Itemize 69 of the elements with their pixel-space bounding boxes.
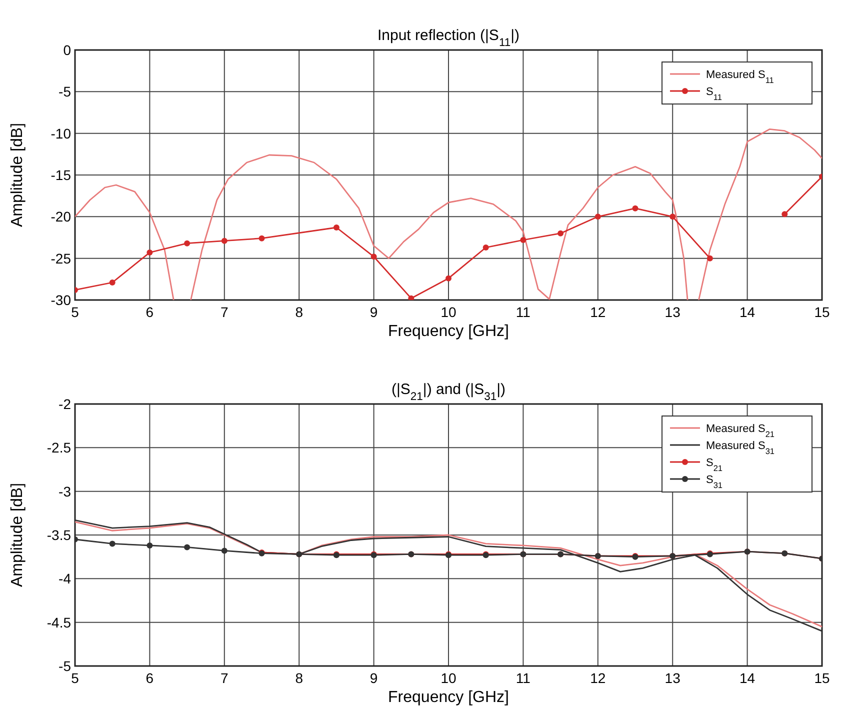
y-tick-label: -20 (50, 208, 72, 225)
point (184, 240, 190, 246)
x-tick-label: 14 (740, 304, 756, 320)
point (594, 214, 601, 220)
y-tick-label: -4.5 (46, 614, 72, 630)
point (482, 244, 489, 250)
point (706, 255, 713, 262)
y-tick-label: -15 (50, 167, 72, 183)
x-tick-label: 15 (814, 304, 830, 320)
x-tick-label: 5 (71, 670, 80, 686)
x-tick-label: 14 (740, 670, 756, 686)
point (370, 254, 377, 260)
point (221, 548, 228, 554)
y-axis-title: Amplitude [dB] (9, 482, 26, 588)
x-tick-label: 10 (440, 304, 456, 320)
point (184, 544, 190, 550)
point (109, 540, 116, 547)
x-tick-label: 12 (590, 304, 606, 320)
y-tick-label: -2 (58, 396, 72, 412)
y-tick-label: 0 (63, 42, 72, 58)
point (146, 250, 153, 256)
y-tick-label: -2.5 (46, 440, 72, 456)
point (333, 224, 340, 230)
y-tick-label: -5 (58, 658, 72, 674)
y-tick-label: -3 (58, 483, 72, 500)
x-tick-label: 7 (220, 670, 228, 686)
x-tick-label: 8 (295, 304, 304, 320)
x-tick-label: 6 (146, 304, 154, 320)
x-tick-label: 11 (516, 304, 531, 320)
y-tick-label: -10 (50, 125, 72, 142)
point (558, 230, 564, 236)
point (221, 238, 228, 244)
point (446, 275, 452, 282)
point (670, 214, 676, 220)
y-tick-label: -30 (50, 292, 72, 308)
chart-title: (|S$_{21}$|) and (|S$_{31}$|) (392, 381, 506, 403)
legend-label: S$_{11}$ (706, 86, 722, 102)
x-tick-label: 5 (71, 304, 80, 320)
x-tick-label: 11 (516, 670, 531, 686)
x-tick-label: 15 (814, 670, 830, 686)
x-tick-label: 9 (370, 304, 378, 320)
point (146, 542, 153, 548)
x-tick-label: 7 (220, 304, 228, 320)
x-axis-title: Frequency [GHz] (388, 323, 509, 340)
y-tick-label: -5 (58, 84, 72, 100)
legend-label: S$_{21}$ (706, 457, 723, 472)
point (520, 237, 526, 243)
y-axis-title: Amplitude [dB] (9, 122, 26, 228)
x-tick-label: 13 (664, 304, 681, 320)
point (258, 235, 265, 242)
x-axis-title: Frequency [GHz] (388, 689, 509, 706)
x-tick-label: 10 (440, 670, 456, 686)
legend-label: Measured S$_{31}$ (706, 440, 775, 456)
point (109, 280, 116, 286)
x-tick-label: 8 (295, 670, 304, 686)
y-tick-label: -4 (58, 570, 72, 587)
x-tick-label: 12 (590, 670, 606, 686)
legend-label: Measured S$_{11}$ (706, 69, 774, 84)
point (408, 295, 414, 300)
y-tick-label: -3.5 (46, 527, 72, 543)
y-tick-label: -25 (50, 250, 72, 266)
point (632, 205, 638, 212)
legend-label: S$_{31}$ (706, 474, 723, 490)
point (782, 211, 788, 218)
x-tick-label: 9 (370, 670, 378, 686)
x-tick-label: 13 (664, 670, 681, 686)
legend-label: Measured S$_{21}$ (706, 423, 775, 438)
chart-title: Input reflection (|S$_{11}$|) (377, 27, 520, 49)
x-tick-label: 6 (146, 670, 154, 686)
